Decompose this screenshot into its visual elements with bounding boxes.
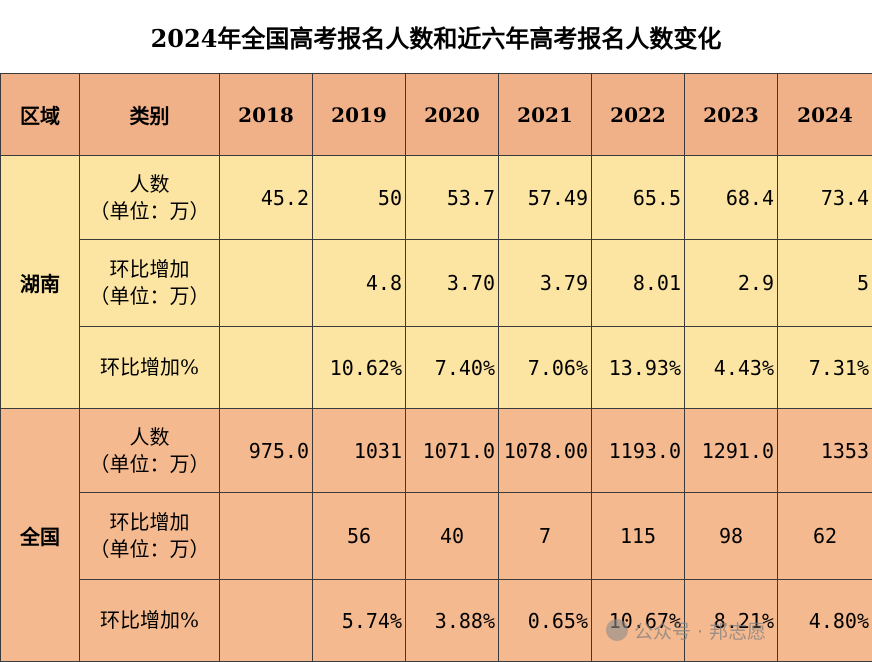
header-category: 类别 <box>79 73 220 156</box>
value-cell: 3.70 <box>405 239 499 327</box>
table-row: 环比增加 （单位：万） 4.8 3.70 3.79 8.01 2.9 5 <box>1 239 872 327</box>
category-label: （单位：万） <box>89 451 210 476</box>
category-label: 环比增加 <box>109 510 190 534</box>
header-row: 区域 类别 2018 2019 2020 2021 2022 2023 2024 <box>0 73 872 156</box>
value-cell: 73.4 <box>777 155 872 240</box>
value-cell: 1078.00 <box>498 408 592 493</box>
value-cell: 2.9 <box>684 239 778 327</box>
value-cell: 10.62% <box>312 326 406 409</box>
value-cell: 10.67% <box>591 579 685 662</box>
value-cell: 65.5 <box>591 155 685 240</box>
category-label: 环比增加% <box>99 355 199 379</box>
value-cell: 0.65% <box>498 579 592 662</box>
value-cell: 53.7 <box>405 155 499 240</box>
value-cell: 3.88% <box>405 579 499 662</box>
value-cell: 1071.0 <box>405 408 499 493</box>
value-cell: 7.31% <box>777 326 872 409</box>
value-cell: 98 <box>684 492 778 580</box>
category-label: 环比增加 <box>109 257 190 281</box>
category-label: 人数 <box>129 424 170 449</box>
value-cell: 4.8 <box>312 239 406 327</box>
value-cell: 62 <box>777 492 872 580</box>
value-cell: 7 <box>498 492 592 580</box>
table-title: 2024年全国高考报名人数和近六年高考报名人数变化 <box>0 0 872 73</box>
value-cell: 40 <box>405 492 499 580</box>
category-cell: 人数 （单位：万） <box>79 408 220 493</box>
header-year: 2020 <box>405 73 499 156</box>
category-cell: 环比增加 （单位：万） <box>79 239 220 327</box>
value-cell: 4.43% <box>684 326 778 409</box>
table-row: 环比增加 （单位：万） 56 40 7 115 98 62 <box>1 492 872 580</box>
region-cell: 全国 <box>0 408 80 662</box>
table-row: 环比增加% 10.62% 7.40% 7.06% 13.93% 4.43% 7.31% <box>1 326 872 409</box>
value-cell <box>219 239 313 327</box>
value-cell: 975.0 <box>219 408 313 493</box>
header-region: 区域 <box>0 73 80 156</box>
header-year: 2024 <box>777 73 872 156</box>
value-cell <box>219 579 313 662</box>
category-label: 人数 <box>129 171 170 196</box>
value-cell: 1291.0 <box>684 408 778 493</box>
value-cell: 45.2 <box>219 155 313 240</box>
value-cell: 8.21% <box>684 579 778 662</box>
category-cell: 人数 （单位：万） <box>79 155 220 240</box>
header-year: 2022 <box>591 73 685 156</box>
value-cell: 115 <box>591 492 685 580</box>
value-cell: 7.06% <box>498 326 592 409</box>
value-cell: 8.01 <box>591 239 685 327</box>
header-year: 2021 <box>498 73 592 156</box>
value-cell: 57.49 <box>498 155 592 240</box>
value-cell: 68.4 <box>684 155 778 240</box>
category-cell: 环比增加 （单位：万） <box>79 492 220 580</box>
header-year: 2023 <box>684 73 778 156</box>
value-cell: 4.80% <box>777 579 872 662</box>
value-cell: 13.93% <box>591 326 685 409</box>
value-cell: 1193.0 <box>591 408 685 493</box>
category-label: （单位：万） <box>89 537 210 561</box>
value-cell <box>219 492 313 580</box>
category-cell: 环比增加% <box>79 579 220 662</box>
table-row: 环比增加% 5.74% 3.88% 0.65% 10.67% 8.21% 4.80% <box>1 579 872 662</box>
value-cell: 56 <box>312 492 406 580</box>
category-label: （单位：万） <box>89 198 210 223</box>
value-cell: 50 <box>312 155 406 240</box>
value-cell: 5 <box>777 239 872 327</box>
region-cell: 湖南 <box>0 155 80 409</box>
table-row: 全国 人数 （单位：万） 975.0 1031 1071.0 1078.00 1193.0 12… <box>0 408 872 662</box>
enrollment-table: 区域 类别 2018 2019 2020 2021 2022 2023 2024… <box>0 73 872 662</box>
value-cell: 1031 <box>312 408 406 493</box>
category-cell: 环比增加% <box>79 326 220 409</box>
value-cell: 1353 <box>777 408 872 493</box>
value-cell: 3.79 <box>498 239 592 327</box>
value-cell: 7.40% <box>405 326 499 409</box>
value-cell: 5.74% <box>312 579 406 662</box>
table-row: 湖南 人数 （单位：万） 45.2 50 53.7 57.49 65.5 68.4 73.4 <box>0 155 872 409</box>
header-year: 2018 <box>219 73 313 156</box>
category-label: 环比增加% <box>99 608 199 632</box>
value-cell <box>219 326 313 409</box>
header-year: 2019 <box>312 73 406 156</box>
category-label: （单位：万） <box>89 284 210 308</box>
